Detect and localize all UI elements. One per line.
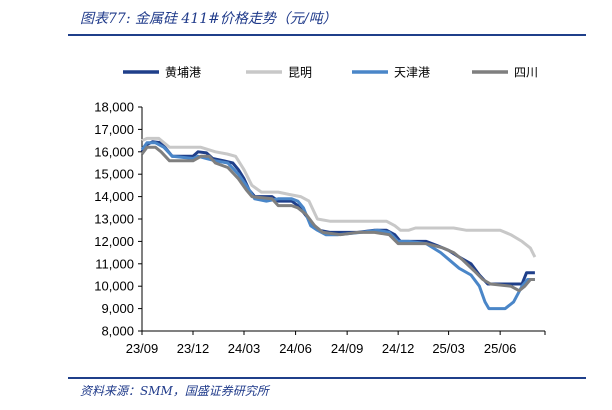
x-tick-label: 23/12 xyxy=(177,341,210,356)
chart-title: 图表77: 金属硅 411#价格走势（元/吨） xyxy=(80,11,337,27)
x-tick-label: 24/03 xyxy=(228,341,261,356)
x-tick-label: 24/06 xyxy=(279,341,312,356)
y-tick-label: 8,000 xyxy=(101,324,134,339)
x-tick-label: 24/12 xyxy=(382,341,415,356)
series-line-天津港 xyxy=(140,141,535,311)
legend: 黄埔港 昆明 天津港 四川 xyxy=(123,66,538,80)
series-line-昆明 xyxy=(141,136,537,258)
series-line-四川 xyxy=(140,145,535,293)
y-tick-label: 15,000 xyxy=(94,167,134,182)
y-tick-label: 18,000 xyxy=(94,100,134,115)
x-tick-label: 25/03 xyxy=(432,341,465,356)
y-tick-label: 17,000 xyxy=(94,122,134,137)
y-tick-label: 14,000 xyxy=(94,189,134,204)
y-tick-label: 9,000 xyxy=(101,301,134,316)
series-line-黄埔港 xyxy=(140,140,535,286)
series-lines xyxy=(140,136,537,311)
bottom-rule xyxy=(68,377,586,379)
y-tick-label: 11,000 xyxy=(95,256,134,271)
legend-label: 天津港 xyxy=(394,66,430,80)
x-tick-label: 25/06 xyxy=(484,341,517,356)
y-tick-label: 13,000 xyxy=(94,212,134,227)
top-rule xyxy=(68,34,586,36)
y-tick-label: 12,000 xyxy=(94,234,134,249)
x-tick-label: 23/09 xyxy=(126,341,159,356)
y-tick-label: 16,000 xyxy=(94,144,134,159)
x-tick-label: 24/09 xyxy=(331,341,364,356)
legend-label: 昆明 xyxy=(288,66,312,80)
axes: 8,000 9,000 10,000 11,000 12,000 13,000 14,000… xyxy=(94,100,546,356)
legend-label: 黄埔港 xyxy=(165,66,201,80)
source-note: 资料来源：SMM，国盛证券研究所 xyxy=(80,384,269,398)
legend-label: 四川 xyxy=(514,66,538,80)
y-tick-label: 10,000 xyxy=(94,279,134,294)
